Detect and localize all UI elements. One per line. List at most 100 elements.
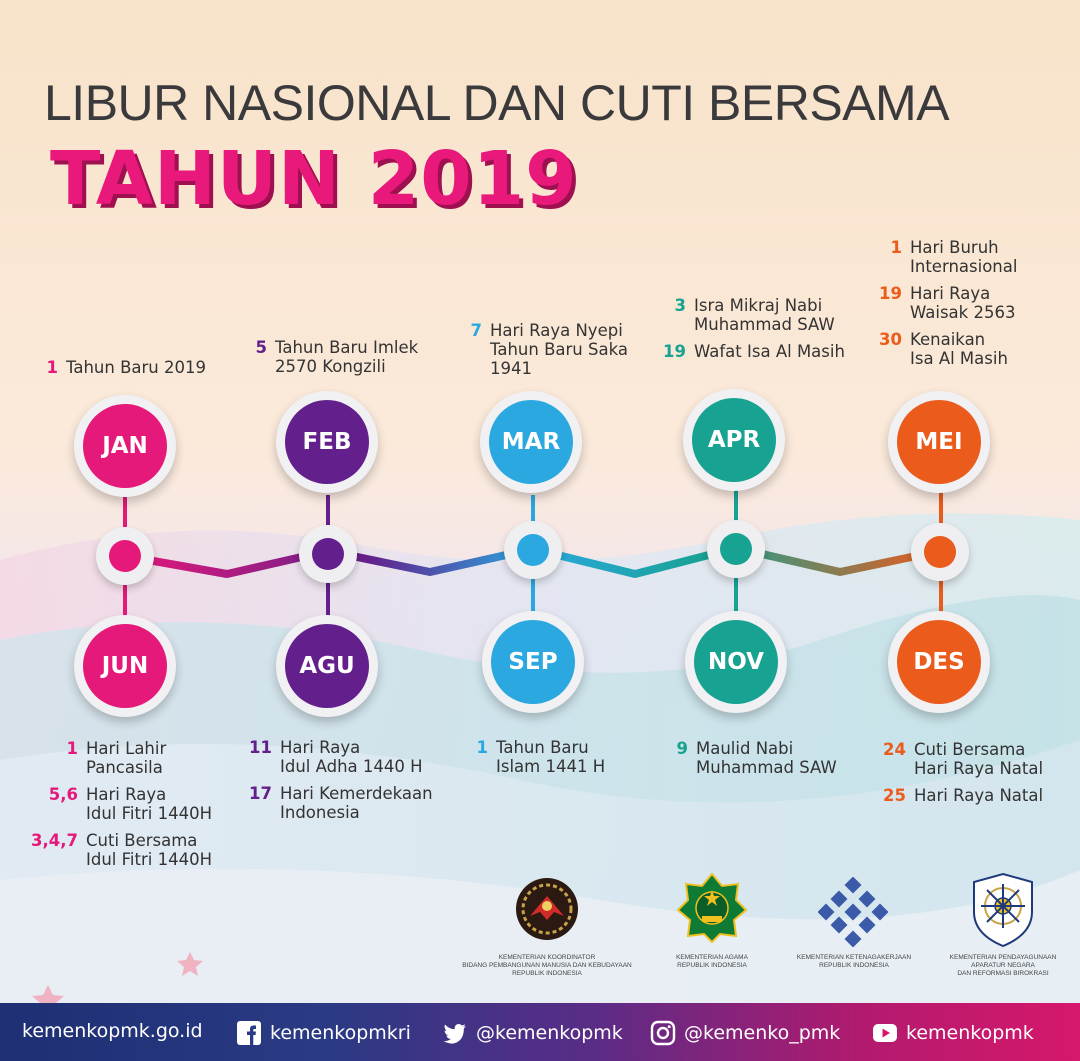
event-item: 1 Hari Buruh Internasional xyxy=(878,238,1018,276)
event-date: 24 xyxy=(883,740,906,759)
event-date: 30 xyxy=(879,330,902,349)
events-nov: 9 Maulid Nabi Muhammad SAW xyxy=(674,739,837,785)
event-text: Wafat Isa Al Masih xyxy=(694,342,845,361)
event-text: Hari Buruh Internasional xyxy=(910,238,1018,276)
event-item: 1 Tahun Baru 2019 xyxy=(46,358,206,377)
month-circle-jan: JAN xyxy=(74,395,176,497)
event-date: 9 xyxy=(676,739,688,758)
event-date: 7 xyxy=(470,321,482,340)
event-date: 1 xyxy=(476,738,488,757)
event-date: 3,4,7 xyxy=(31,831,78,850)
event-date: 1 xyxy=(66,739,78,758)
logo-caption-kemenko-pmk: KEMENTERIAN KOORDINATOR BIDANG PEMBANGUN… xyxy=(462,954,632,977)
footer-bar xyxy=(0,1003,1080,1061)
event-text: Cuti Bersama Hari Raya Natal xyxy=(914,740,1044,778)
footer-facebook-link[interactable]: kemenkopmkri xyxy=(236,1020,411,1046)
event-item: 5,6 Hari Raya Idul Fitri 1440H xyxy=(30,785,212,823)
event-date: 11 xyxy=(249,738,272,757)
month-circle-des: DES xyxy=(888,611,990,713)
kemenpan-rb-logo-icon xyxy=(973,872,1033,948)
month-circle-agu: AGU xyxy=(276,615,378,717)
event-item: 19 Hari Raya Waisak 2563 xyxy=(878,284,1017,322)
facebook-icon xyxy=(237,1021,261,1045)
event-text: Tahun Baru 2019 xyxy=(66,358,206,377)
event-text: Kenaikan Isa Al Masih xyxy=(910,330,1008,368)
month-label-apr: APR xyxy=(692,398,776,482)
event-item: 11 Hari Raya Idul Adha 1440 H xyxy=(246,738,433,776)
events-sep: 1 Tahun Baru Islam 1441 H xyxy=(476,738,606,784)
month-label-sep: SEP xyxy=(491,620,575,704)
footer-instagram-text: @kemenko_pmk xyxy=(684,1022,841,1044)
month-label-nov: NOV xyxy=(694,620,778,704)
kemenag-logo-icon xyxy=(676,872,748,944)
twitter-icon xyxy=(443,1023,466,1044)
month-circle-jun: JUN xyxy=(74,615,176,717)
footer-instagram-link[interactable]: @kemenko_pmk xyxy=(650,1020,840,1046)
event-date: 17 xyxy=(249,784,272,803)
month-circle-feb: FEB xyxy=(276,391,378,493)
event-text: Hari Raya Nyepi Tahun Baru Saka 1941 xyxy=(490,321,628,378)
event-item: 1 Tahun Baru Islam 1441 H xyxy=(476,738,606,776)
footer-youtube-link[interactable]: kemenkopmk xyxy=(872,1020,1034,1046)
events-jan: 1 Tahun Baru 2019 xyxy=(46,358,206,385)
event-text: Hari Raya Idul Adha 1440 H xyxy=(280,738,423,776)
youtube-icon xyxy=(873,1024,897,1042)
event-item: 17 Hari Kemerdekaan Indonesia xyxy=(246,784,433,822)
month-circle-mar: MAR xyxy=(480,391,582,493)
month-circle-mei: MEI xyxy=(888,391,990,493)
event-date: 25 xyxy=(883,786,906,805)
month-label-jun: JUN xyxy=(83,624,167,708)
month-label-des: DES xyxy=(897,620,981,704)
footer-twitter-text: @kemenkopmk xyxy=(476,1022,623,1044)
footer-website-link[interactable]: kemenkopmk.go.id xyxy=(22,1020,203,1042)
footer-facebook-text: kemenkopmkri xyxy=(270,1022,411,1044)
event-text: Tahun Baru Imlek 2570 Kongzili xyxy=(275,338,419,376)
event-text: Hari Kemerdekaan Indonesia xyxy=(280,784,433,822)
event-text: Hari Raya Idul Fitri 1440H xyxy=(86,785,212,823)
event-date: 5,6 xyxy=(48,785,78,804)
event-date: 3 xyxy=(674,296,686,315)
month-circle-apr: APR xyxy=(683,389,785,491)
event-item: 25 Hari Raya Natal xyxy=(882,786,1043,805)
main-title: LIBUR NASIONAL DAN CUTI BERSAMA xyxy=(44,75,950,131)
month-circle-nov: NOV xyxy=(685,611,787,713)
instagram-icon xyxy=(650,1020,676,1046)
month-label-mei: MEI xyxy=(897,400,981,484)
node-jan xyxy=(96,527,154,585)
event-item: 24 Cuti Bersama Hari Raya Natal xyxy=(882,740,1043,778)
events-des: 24 Cuti Bersama Hari Raya Natal 25 Hari Ray… xyxy=(882,740,1043,813)
month-label-jan: JAN xyxy=(83,404,167,488)
events-mei: 1 Hari Buruh Internasional 19 Hari Raya Wai… xyxy=(878,238,1017,376)
footer-twitter-link[interactable]: @kemenkopmk xyxy=(442,1020,623,1046)
event-date: 1 xyxy=(46,358,58,377)
event-item: 9 Maulid Nabi Muhammad SAW xyxy=(674,739,837,777)
month-label-agu: AGU xyxy=(285,624,369,708)
logo-caption-kemenag: KEMENTERIAN AGAMA REPUBLIK INDONESIA xyxy=(676,954,748,969)
event-item: 30 Kenaikan Isa Al Masih xyxy=(878,330,1017,368)
kemnaker-logo-icon xyxy=(818,877,888,947)
event-text: Hari Raya Natal xyxy=(914,786,1044,805)
event-text: Maulid Nabi Muhammad SAW xyxy=(696,739,837,777)
event-text: Hari Raya Waisak 2563 xyxy=(910,284,1016,322)
month-circle-sep: SEP xyxy=(482,611,584,713)
event-date: 1 xyxy=(890,238,902,257)
event-date: 19 xyxy=(663,342,686,361)
event-date: 5 xyxy=(255,338,267,357)
logo-caption-kemnaker: KEMENTERIAN KETENAGAKERJAAN REPUBLIK IND… xyxy=(796,954,912,969)
event-text: Tahun Baru Islam 1441 H xyxy=(496,738,606,776)
kemenko-pmk-logo-icon xyxy=(516,878,578,940)
node-mar xyxy=(504,521,562,579)
footer-youtube-text: kemenkopmk xyxy=(906,1022,1034,1044)
event-date: 19 xyxy=(879,284,902,303)
event-text: Cuti Bersama Idul Fitri 1440H xyxy=(86,831,212,869)
background-illustration xyxy=(0,0,1080,1005)
logo-caption-kemenpan-rb: KEMENTERIAN PENDAYAGUNAAN APARATUR NEGAR… xyxy=(949,954,1057,977)
node-feb xyxy=(299,525,357,583)
event-text: Isra Mikraj Nabi Muhammad SAW xyxy=(694,296,835,334)
node-mei xyxy=(911,523,969,581)
event-item: 1 Hari Lahir Pancasila xyxy=(30,739,212,777)
event-item: 3 Isra Mikraj Nabi Muhammad SAW xyxy=(662,296,845,334)
year-subtitle: TAHUN 2019 xyxy=(50,136,578,222)
events-apr: 3 Isra Mikraj Nabi Muhammad SAW 19 Wafat Is… xyxy=(662,296,845,369)
month-label-mar: MAR xyxy=(489,400,573,484)
